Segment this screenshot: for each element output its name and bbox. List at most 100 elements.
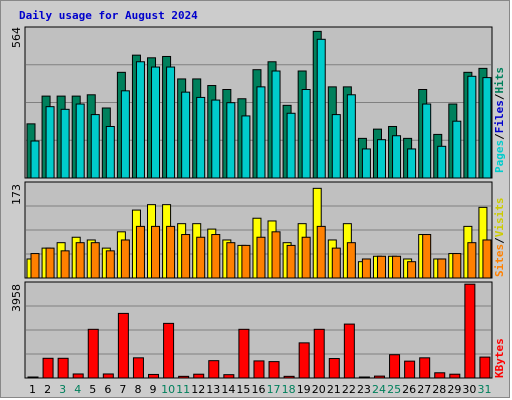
sites-bar-day-2 (45, 247, 55, 279)
pages-bar-day-15 (241, 115, 251, 179)
day-label-1: 1 (29, 383, 36, 396)
sites-bar-day-7 (120, 239, 130, 279)
day-label-20: 20 (312, 383, 326, 396)
kbytes-bar-day-11 (178, 375, 190, 379)
pages-bar-day-9 (151, 66, 161, 179)
pages-bar-day-14 (226, 102, 236, 179)
pages-bar-day-19 (301, 88, 311, 179)
sites-bar-day-1 (30, 253, 40, 279)
kbytes-bar-day-20 (313, 328, 325, 379)
kbytes-bar-day-22 (343, 323, 355, 379)
sites-bar-day-27 (422, 234, 432, 279)
kbytes-bar-day-1 (27, 376, 39, 379)
pages-bar-day-3 (60, 108, 70, 179)
day-label-4: 4 (74, 383, 81, 396)
sites-bar-day-14 (226, 242, 236, 279)
day-label-11: 11 (176, 383, 190, 396)
kbytes-bar-day-29 (449, 373, 461, 379)
pages-bar-day-21 (331, 114, 341, 179)
sites-bar-day-3 (60, 250, 70, 279)
day-label-23: 23 (357, 383, 371, 396)
sites-bar-day-15 (241, 244, 251, 279)
hits-files-pages-panel (24, 26, 493, 179)
sites-bar-day-24 (376, 255, 386, 279)
day-label-19: 19 (297, 383, 311, 396)
sites-bar-day-25 (392, 255, 402, 279)
kbytes-bar-day-27 (419, 357, 431, 379)
legend-top: Pages/Files/Hits (493, 67, 506, 173)
pages-bar-day-24 (376, 139, 386, 179)
pages-bar-day-31 (482, 77, 492, 179)
kbytes-bar-day-12 (193, 373, 205, 379)
sites-bar-day-12 (196, 236, 206, 279)
kbytes-bar-day-3 (57, 357, 69, 379)
sites-bar-day-22 (346, 242, 356, 279)
kbytes-bar-day-17 (268, 361, 280, 379)
legend-visits: Visits (493, 198, 506, 238)
sites-bar-day-28 (437, 258, 447, 279)
pages-bar-day-30 (467, 75, 477, 179)
day-label-6: 6 (104, 383, 111, 396)
kbytes-bar-day-23 (358, 376, 370, 379)
day-label-12: 12 (191, 383, 205, 396)
day-label-30: 30 (462, 383, 476, 396)
pages-bar-day-10 (166, 66, 176, 179)
kbytes-bar-day-8 (132, 357, 144, 379)
kbytes-bar-day-2 (42, 357, 54, 379)
day-label-25: 25 (387, 383, 401, 396)
sites-bar-day-29 (452, 253, 462, 279)
kbytes-bar-day-18 (283, 375, 295, 379)
pages-bar-day-13 (211, 99, 221, 179)
sites-bar-day-5 (90, 242, 100, 279)
sites-bar-day-20 (316, 225, 326, 279)
day-label-8: 8 (134, 383, 141, 396)
ymax-label-visits: 173 (10, 184, 23, 205)
day-label-22: 22 (342, 383, 356, 396)
kbytes-bar-day-5 (87, 328, 99, 379)
chart-title: Daily usage for August 2024 (19, 9, 198, 22)
pages-bar-day-4 (75, 103, 85, 179)
sites-bar-day-18 (286, 244, 296, 279)
ymax-label-kbytes: 3958 (10, 284, 23, 312)
pages-bar-day-20 (316, 38, 326, 179)
day-label-13: 13 (206, 383, 220, 396)
sites-bar-day-26 (407, 261, 417, 279)
legend-pages: Pages (493, 140, 506, 173)
kbytes-bar-day-6 (102, 373, 114, 379)
kbytes-panel (24, 281, 493, 379)
day-label-16: 16 (252, 383, 266, 396)
ymax-label-hits: 564 (10, 27, 23, 48)
day-axis-labels: 1 2 3 4 5 6 7 8 9 10 11 12 13 14 15 16 17 18 19 20 21 22 23 24 2… (29, 383, 491, 396)
day-label-15: 15 (236, 383, 250, 396)
pages-bar-day-29 (452, 120, 462, 179)
day-label-27: 27 (417, 383, 431, 396)
legend-sep: / (493, 237, 506, 244)
sites-bar-day-16 (256, 236, 266, 279)
day-label-18: 18 (282, 383, 296, 396)
day-label-26: 26 (402, 383, 416, 396)
kbytes-bar-day-13 (208, 360, 220, 379)
kbytes-bar-day-14 (223, 374, 235, 379)
sites-bar-day-30 (467, 242, 477, 279)
sites-bar-day-10 (166, 225, 176, 279)
pages-bar-day-8 (135, 61, 145, 179)
sites-bar-day-23 (361, 258, 371, 279)
kbytes-bar-day-28 (434, 372, 446, 379)
legend-kbytes: KBytes (493, 338, 506, 378)
pages-bar-day-16 (256, 86, 266, 179)
pages-bar-day-7 (120, 90, 130, 179)
day-label-10: 10 (161, 383, 175, 396)
kbytes-bar-day-21 (328, 358, 340, 379)
day-label-21: 21 (327, 383, 341, 396)
kbytes-bar-day-4 (72, 373, 84, 379)
day-label-3: 3 (59, 383, 66, 396)
sites-bar-day-31 (482, 239, 492, 279)
day-label-2: 2 (44, 383, 51, 396)
sites-bar-day-21 (331, 247, 341, 279)
kbytes-bar-day-15 (238, 328, 250, 379)
legend-files: Files (493, 100, 506, 133)
sites-bar-day-13 (211, 234, 221, 279)
day-label-9: 9 (150, 383, 157, 396)
pages-bar-day-27 (422, 103, 432, 179)
